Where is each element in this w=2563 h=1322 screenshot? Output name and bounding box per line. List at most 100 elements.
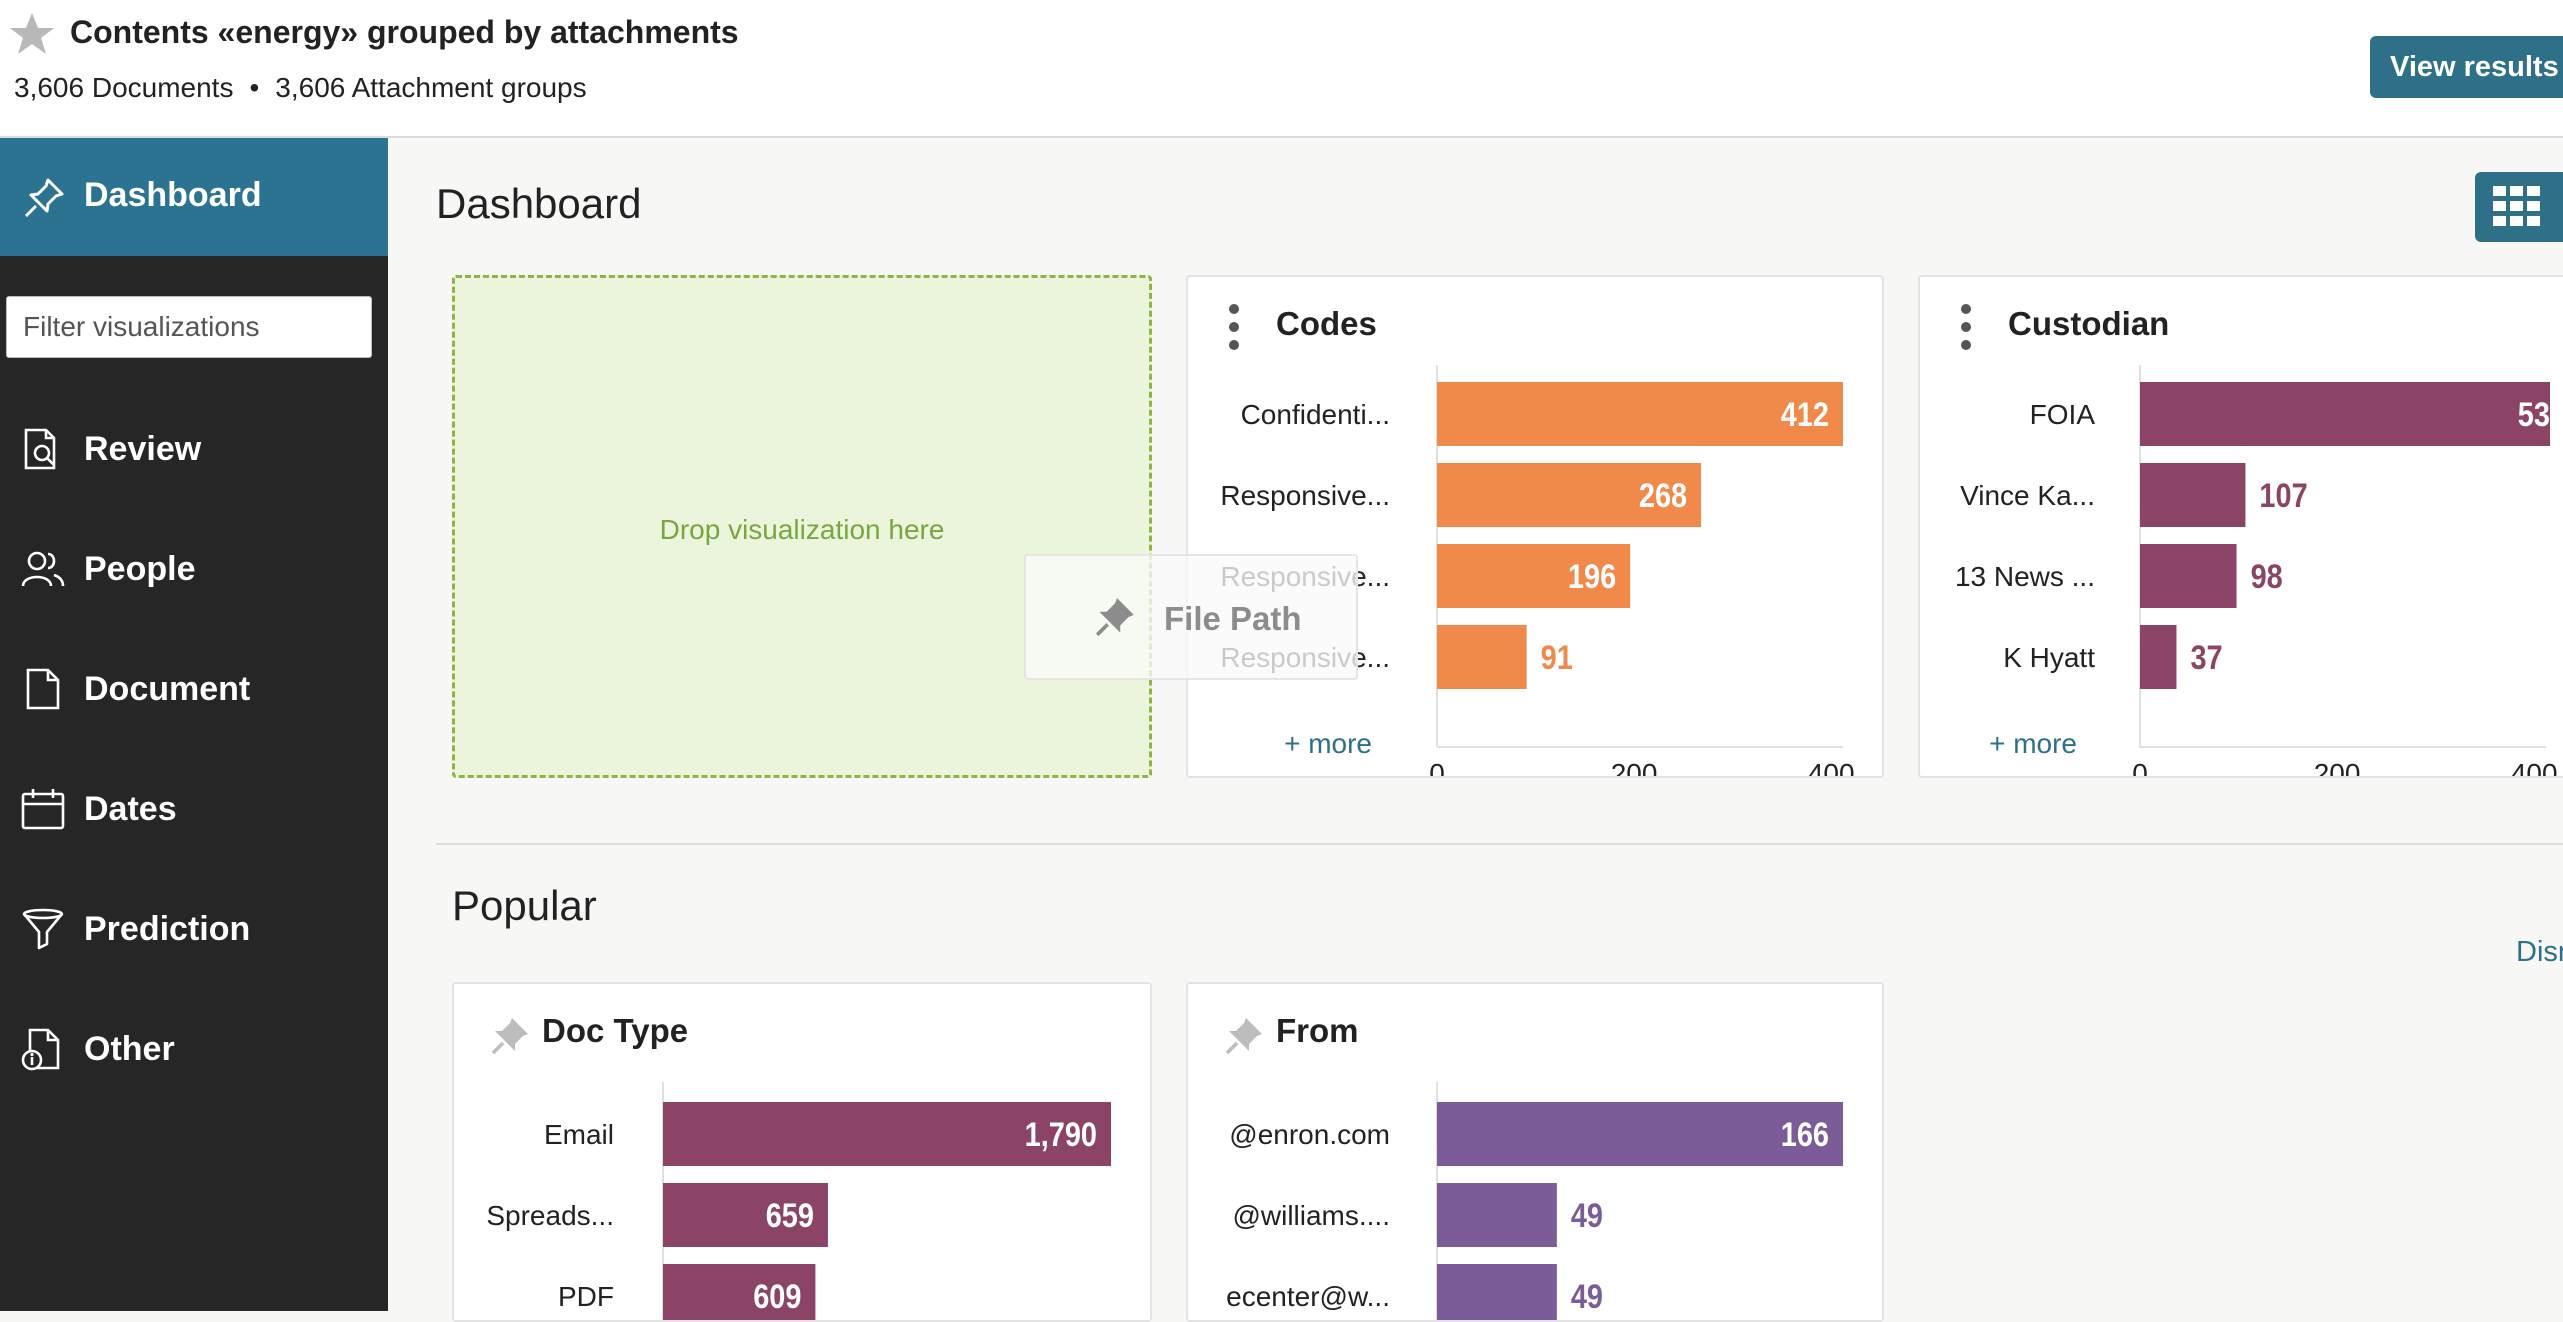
star-icon[interactable]	[8, 10, 56, 58]
grid-view-button[interactable]	[2475, 172, 2563, 242]
sidebar: Dashboard Review People Document	[0, 138, 388, 1311]
tick-label: 200	[2314, 758, 2361, 778]
category-label: K Hyatt	[2003, 642, 2095, 673]
sidebar-item-other[interactable]: Other	[0, 1010, 388, 1090]
codes-card: Codes Confidenti...412Responsive...268Re…	[1186, 275, 1884, 778]
sidebar-item-label: Other	[84, 1030, 175, 1068]
data-label: 37	[2190, 638, 2222, 677]
visualization-drop-zone[interactable]: Drop visualization here	[452, 275, 1152, 778]
sidebar-item-label: Review	[84, 430, 202, 468]
doc-type-card: Doc Type Email 1,790 Spreads... 659 PDF 609	[452, 982, 1152, 1322]
data-label: 98	[2251, 557, 2283, 596]
document-icon	[26, 668, 60, 710]
from-bar-chart: @enron.com 166 @williams.... 49 ecenter@w...…	[1226, 1082, 1843, 1320]
drop-zone-text: Drop visualization here	[659, 514, 945, 545]
result-summary: 3,606 Documents • 3,606 Attachment groups	[14, 72, 587, 104]
data-label: 532	[2518, 395, 2563, 434]
sidebar-item-label: People	[84, 550, 196, 588]
tick-label: 0	[2132, 758, 2148, 778]
bar	[1437, 1264, 1557, 1320]
bar	[1437, 463, 1702, 527]
card-title: Custodian	[2008, 305, 2170, 342]
pin-icon[interactable]	[488, 1014, 532, 1058]
bar	[2140, 544, 2237, 608]
data-label: 196	[1568, 557, 1616, 596]
tick-label: 400	[2511, 758, 2558, 778]
view-results-button[interactable]: View results	[2370, 36, 2563, 98]
sidebar-item-dashboard[interactable]: Dashboard	[0, 138, 388, 256]
data-label: 166	[1781, 1115, 1829, 1154]
dismiss-link[interactable]: Dism	[2516, 936, 2563, 968]
sidebar-item-prediction[interactable]: Prediction	[0, 890, 388, 970]
category-label: Email	[544, 1119, 614, 1150]
data-label: 91	[1541, 638, 1573, 677]
dashboard-title: Dashboard	[436, 180, 642, 227]
data-label: 1,790	[1025, 1115, 1097, 1154]
kebab-menu-icon[interactable]	[1228, 303, 1240, 351]
tick-label: 0	[1429, 758, 1445, 778]
bar	[2140, 463, 2246, 527]
more-link: + more	[1284, 728, 1372, 759]
grid-icon	[2493, 186, 2540, 226]
category-label: 13 News ...	[1955, 561, 2095, 592]
category-label: @enron.com	[1229, 1119, 1390, 1150]
category-label: Spreads...	[486, 1200, 614, 1231]
bar	[1437, 1102, 1843, 1166]
sidebar-item-review[interactable]: Review	[0, 410, 388, 490]
popular-section-title: Popular	[452, 882, 597, 929]
sidebar-item-dates[interactable]: Dates	[0, 770, 388, 850]
tick-label: 400	[1808, 758, 1855, 778]
card-title: Codes	[1276, 305, 1377, 342]
groups-count: 3,606 Attachment groups	[275, 72, 587, 103]
calendar-icon	[21, 789, 65, 830]
dragged-visualization-label: File Path	[1164, 600, 1302, 637]
bar	[663, 1102, 1111, 1166]
category-label: Confidenti...	[1241, 399, 1390, 430]
sidebar-item-label: Dashboard	[84, 176, 262, 214]
data-label: 659	[766, 1196, 814, 1235]
separator-dot: •	[249, 72, 260, 103]
page-title: Contents «energy» grouped by attachments	[70, 14, 739, 50]
from-card: From @enron.com 166 @williams.... 49 ecenter…	[1186, 982, 1884, 1322]
category-label: Responsive...	[1220, 480, 1390, 511]
bar	[1437, 382, 1843, 446]
sidebar-item-label: Dates	[84, 790, 177, 828]
pin-icon[interactable]	[1222, 1014, 1266, 1058]
custodian-card: Custodian FOIA 532 Vince Ka... 107 13 News .…	[1918, 275, 2563, 778]
sidebar-item-label: Document	[84, 670, 251, 708]
documents-count: 3,606 Documents	[14, 72, 234, 103]
codes-bar-chart: Confidenti...412Responsive...268Responsi…	[1220, 365, 1855, 778]
header-bar: Contents «energy» grouped by attachments…	[0, 0, 2563, 138]
bar	[663, 1183, 828, 1247]
sidebar-item-people[interactable]: People	[0, 530, 388, 610]
bar	[1437, 1183, 1557, 1247]
pin-icon	[24, 178, 64, 218]
category-label: FOIA	[2030, 399, 2096, 430]
kebab-menu-icon[interactable]	[1960, 303, 1972, 351]
data-label: 412	[1781, 395, 1829, 434]
category-label: PDF	[558, 1281, 614, 1312]
custodian-bar-chart: FOIA 532 Vince Ka... 107 13 News ... 98 K Hyat…	[1955, 365, 2563, 778]
bar	[2140, 382, 2550, 446]
bar	[1437, 625, 1527, 689]
bar	[1437, 544, 1631, 608]
bar	[2140, 625, 2177, 689]
category-label: ecenter@w...	[1226, 1281, 1390, 1312]
review-search-icon	[24, 428, 56, 470]
data-label: 609	[753, 1277, 801, 1316]
data-label: 268	[1639, 476, 1687, 515]
doc-type-bar-chart: Email 1,790 Spreads... 659 PDF 609	[486, 1082, 1111, 1320]
section-divider	[436, 843, 2563, 845]
category-label: @williams....	[1232, 1200, 1390, 1231]
card-title: From	[1276, 1012, 1359, 1049]
more-link: + more	[1989, 728, 2077, 759]
sidebar-item-label: Prediction	[84, 910, 251, 948]
pin-icon	[1095, 598, 1134, 637]
document-info-icon	[21, 1028, 60, 1071]
dragged-visualization[interactable]: File Path	[1024, 554, 1358, 680]
sidebar-item-document[interactable]: Document	[0, 650, 388, 730]
data-label: 107	[2259, 476, 2307, 515]
filter-visualizations-input[interactable]	[6, 296, 372, 358]
tick-label: 200	[1611, 758, 1658, 778]
category-label: Vince Ka...	[1960, 480, 2095, 511]
